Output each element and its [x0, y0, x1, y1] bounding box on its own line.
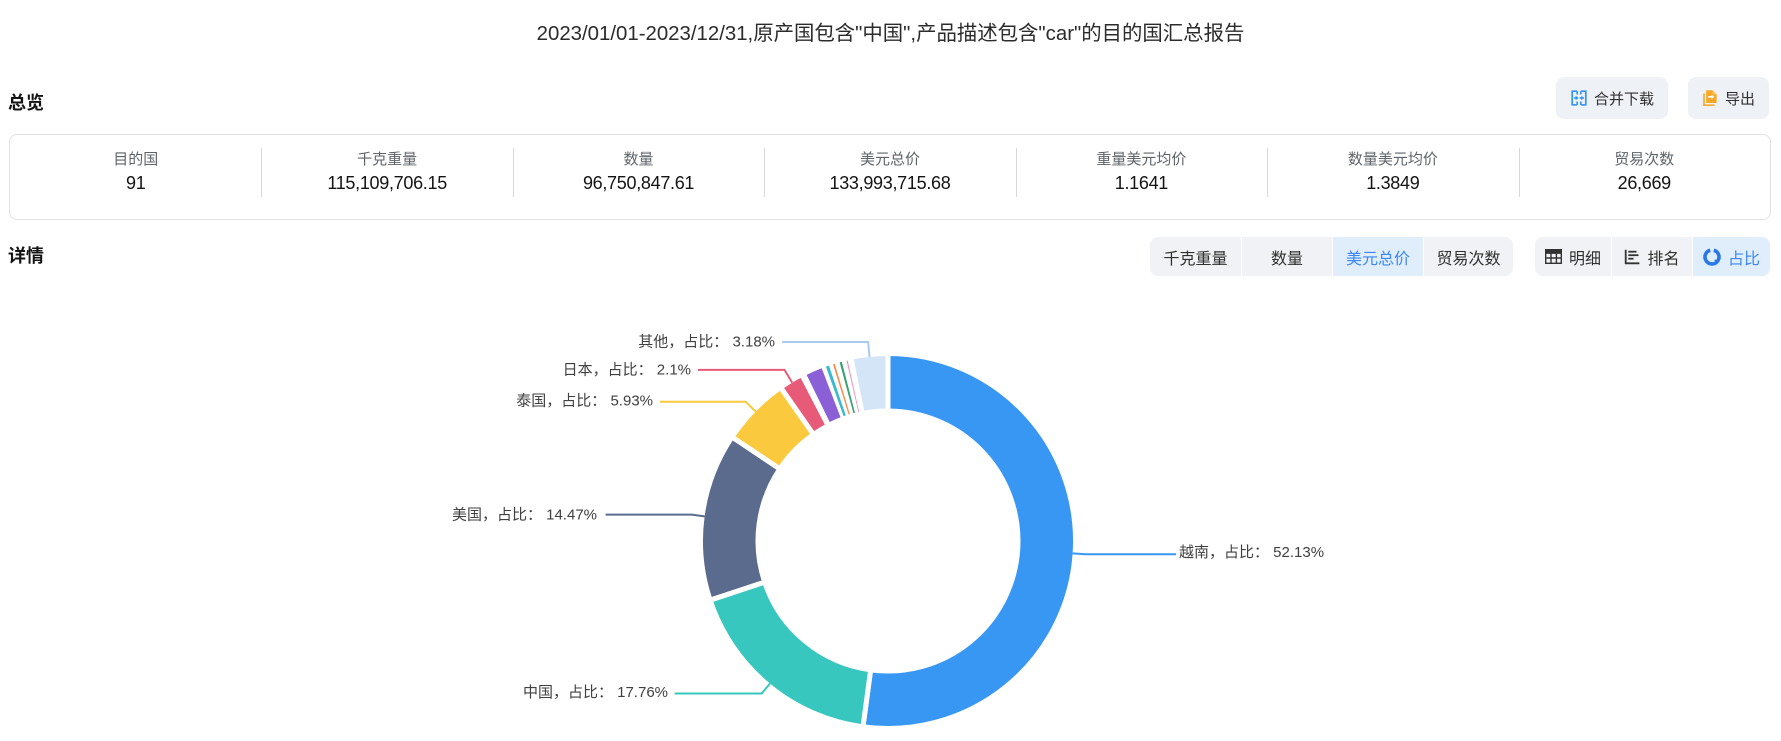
svg-text:日本，占比： 2.1%: 日本，占比： 2.1%	[563, 362, 691, 379]
svg-text:泰国，占比： 5.93%: 泰国，占比： 5.93%	[516, 393, 653, 410]
svg-text:越南，占比： 52.13%: 越南，占比： 52.13%	[1179, 544, 1324, 561]
svg-text:美国，占比： 14.47%: 美国，占比： 14.47%	[452, 506, 597, 523]
svg-text:其他，占比： 3.18%: 其他，占比： 3.18%	[638, 334, 775, 351]
svg-text:中国，占比： 17.76%: 中国，占比： 17.76%	[523, 684, 668, 701]
